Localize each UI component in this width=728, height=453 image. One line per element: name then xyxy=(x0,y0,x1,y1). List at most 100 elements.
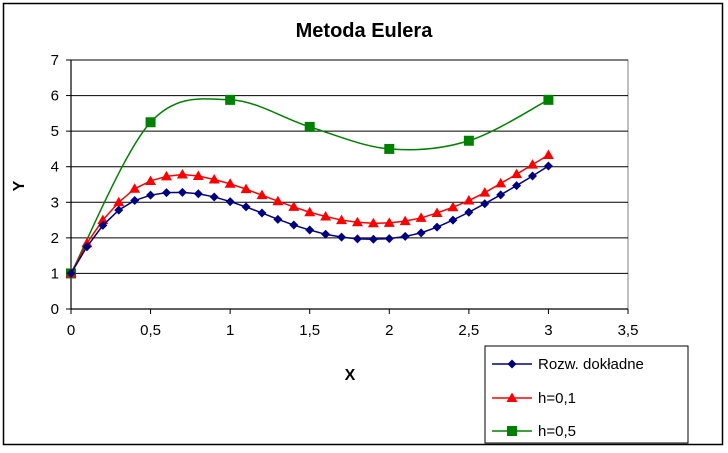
legend: Rozw. dokładne h=0,1 h=0,5 xyxy=(484,345,689,444)
data-point xyxy=(496,190,506,200)
data-point xyxy=(527,159,539,169)
data-point xyxy=(256,189,268,200)
legend-label: h=0,5 xyxy=(538,423,576,440)
data-point xyxy=(447,201,459,212)
x-tick-label: 3 xyxy=(544,322,552,339)
data-point xyxy=(225,197,235,207)
data-point xyxy=(351,216,363,227)
data-point xyxy=(479,187,491,197)
data-point xyxy=(145,175,157,185)
data-point xyxy=(130,196,140,206)
data-point xyxy=(177,187,187,197)
data-point xyxy=(415,212,427,222)
data-point xyxy=(321,229,331,239)
data-point xyxy=(289,220,299,230)
data-point xyxy=(528,171,538,181)
data-point xyxy=(97,214,109,225)
data-point xyxy=(160,170,172,181)
data-point xyxy=(495,177,507,188)
x-tick-label: 0,5 xyxy=(140,322,161,339)
data-point xyxy=(224,178,236,188)
data-point xyxy=(352,234,362,244)
data-point xyxy=(367,217,379,228)
y-tick-label: 4 xyxy=(51,159,59,176)
data-point xyxy=(416,228,426,238)
data-point xyxy=(208,174,220,184)
data-point xyxy=(161,188,171,198)
data-point xyxy=(114,205,124,215)
chart-title: Metoda Eulera xyxy=(296,20,434,42)
data-point xyxy=(176,169,188,179)
data-point xyxy=(320,211,332,221)
data-point xyxy=(66,268,76,278)
data-point xyxy=(129,183,141,193)
data-point xyxy=(113,196,125,207)
data-point xyxy=(146,190,156,200)
data-point xyxy=(543,94,554,105)
data-point xyxy=(145,117,156,128)
legend-marker xyxy=(507,426,517,436)
data-point xyxy=(304,206,316,217)
data-point xyxy=(288,201,300,211)
x-tick-label: 2 xyxy=(385,322,393,339)
data-point xyxy=(304,121,315,132)
data-point xyxy=(273,214,283,224)
data-point xyxy=(542,149,554,159)
data-point xyxy=(192,170,204,180)
series-group xyxy=(65,94,554,279)
y-tick-label: 7 xyxy=(51,52,59,69)
x-tick-label: 3,5 xyxy=(618,322,639,339)
data-point xyxy=(400,231,410,241)
legend-entry: Rozw. dokładne xyxy=(492,356,644,373)
data-point xyxy=(463,195,475,205)
data-point xyxy=(432,222,442,232)
x-tick-labels: 0 0,5 1 1,5 2 2,5 3 3,5 xyxy=(67,322,639,339)
x-axis-label: X xyxy=(345,367,356,384)
data-point xyxy=(336,214,348,225)
plot-area xyxy=(70,59,629,310)
data-point xyxy=(193,189,203,199)
legend-entry: h=0,5 xyxy=(492,423,576,440)
legend-entry: h=0,1 xyxy=(492,390,576,407)
legend-label: Rozw. dokładne xyxy=(538,356,644,373)
data-point xyxy=(384,143,395,154)
y-axis-label: Y xyxy=(11,180,28,191)
data-point xyxy=(337,232,347,242)
y-tick-label: 5 xyxy=(51,123,59,140)
y-tick-label: 0 xyxy=(51,301,59,318)
data-point xyxy=(512,181,522,191)
x-tick-label: 2,5 xyxy=(458,322,479,339)
data-point xyxy=(209,192,219,202)
data-point xyxy=(384,234,394,244)
data-point xyxy=(464,207,474,217)
data-point xyxy=(543,161,553,171)
data-point xyxy=(480,199,490,209)
y-tick-labels: 0 1 2 3 4 5 6 7 xyxy=(51,52,59,318)
data-point xyxy=(241,202,251,212)
data-point xyxy=(383,217,395,227)
data-point xyxy=(98,220,108,230)
data-point xyxy=(368,234,378,244)
data-point xyxy=(82,242,92,252)
data-point xyxy=(511,168,523,179)
data-point xyxy=(225,94,236,105)
series-diamond xyxy=(66,161,553,278)
data-point xyxy=(463,135,474,146)
data-point xyxy=(240,183,252,194)
x-tick-label: 1,5 xyxy=(299,322,320,339)
data-point xyxy=(305,225,315,235)
data-point xyxy=(448,215,458,225)
x-tick-label: 0 xyxy=(67,322,75,339)
data-point xyxy=(257,208,267,218)
y-tick-label: 2 xyxy=(51,230,59,247)
y-tick-label: 3 xyxy=(51,194,59,211)
legend-box xyxy=(484,345,689,444)
legend-marker xyxy=(506,392,518,402)
legend-label: h=0,1 xyxy=(538,390,576,407)
y-tick-label: 6 xyxy=(51,88,59,105)
data-point xyxy=(399,215,411,226)
x-tick-label: 1 xyxy=(226,322,234,339)
series-triangle xyxy=(65,149,554,278)
legend-marker xyxy=(507,359,517,369)
